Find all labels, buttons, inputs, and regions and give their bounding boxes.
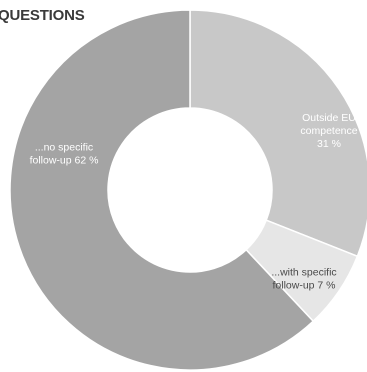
slice-2 <box>9 9 315 371</box>
donut-slices <box>9 9 367 371</box>
slice-label-2: ...no specific follow-up 62 % <box>30 142 99 167</box>
slice-label-0: Outside EU competence 31 % <box>300 112 357 150</box>
chart-title: QUESTIONS <box>0 7 85 24</box>
slice-labels: Outside EU competence 31 % ...with specific… <box>30 112 358 292</box>
slice-label-1: ...with specific follow-up 7 % <box>271 267 336 292</box>
